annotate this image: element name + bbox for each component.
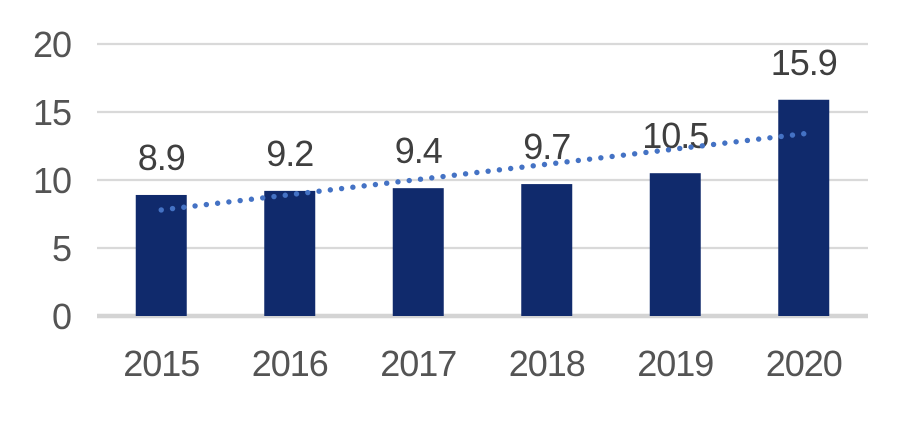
y-axis-tick-label: 5: [52, 228, 71, 269]
trendline-dot: [474, 169, 480, 176]
bar-value-label: 10.5: [642, 115, 708, 156]
trendline-dot: [192, 203, 198, 209]
trendline-dot: [609, 153, 615, 160]
trendline-dot: [530, 163, 536, 169]
y-axis-tick-label: 0: [52, 296, 71, 337]
trendline-dot: [507, 165, 514, 172]
bar-value-label: 9.2: [266, 133, 313, 174]
x-axis-tick-label: 2019: [637, 343, 713, 384]
trendline-dot: [203, 201, 210, 208]
bar: [521, 184, 573, 316]
trendline-dot: [417, 176, 424, 182]
trendline-dot: [259, 195, 266, 201]
bar: [135, 194, 187, 316]
trendline-dot: [226, 199, 232, 205]
trendline-dot: [801, 131, 807, 137]
trendline-dot: [372, 181, 379, 188]
x-axis-tick-label: 2015: [123, 343, 199, 384]
trendline-dot: [248, 196, 255, 202]
bar-value-label: 9.7: [523, 126, 570, 167]
trendline-dot: [519, 164, 525, 170]
trendline-dot: [327, 187, 334, 193]
trendline-dot: [395, 179, 401, 185]
bar: [264, 190, 316, 316]
trendline-dot: [237, 197, 243, 204]
x-axis-tick-label: 2020: [766, 343, 842, 384]
x-axis-tick-label: 2016: [252, 343, 328, 384]
trendline-dot: [214, 200, 221, 206]
bar-value-label: 9.4: [395, 130, 442, 171]
trendline-dot: [643, 149, 649, 156]
trendline-dot: [451, 172, 458, 178]
trendline-dot: [169, 205, 176, 212]
trendline-dot: [767, 135, 773, 141]
trendline-dot: [688, 144, 694, 150]
trendline-dot: [181, 204, 187, 210]
trendline-dot: [485, 168, 491, 174]
trendline-dot: [598, 155, 604, 161]
trendline-dot: [744, 137, 751, 144]
trendline-dot: [541, 161, 548, 168]
trendline-dot: [553, 160, 559, 166]
trendline-dot: [789, 132, 796, 138]
trendline-dot: [158, 207, 164, 213]
trendline-dot: [282, 192, 288, 198]
trendline-dot: [733, 139, 739, 145]
trendline-dot: [293, 191, 300, 197]
trendline-dot: [654, 148, 660, 154]
x-axis-tick-label: 2018: [509, 343, 585, 384]
bar: [392, 188, 444, 316]
x-axis-tick-label: 2017: [380, 343, 456, 384]
trendline-dot: [462, 171, 469, 177]
trendline-dot: [620, 152, 627, 158]
trendline-dot: [677, 145, 683, 152]
trendline-dot: [496, 167, 503, 173]
trendline-dot: [338, 185, 345, 192]
y-axis-tick-label: 10: [33, 160, 71, 201]
y-axis-tick-label: 15: [33, 92, 71, 133]
trendline-dot: [575, 157, 582, 164]
trendline-dot: [316, 188, 322, 194]
trendline-dot: [586, 156, 593, 162]
bar-value-label: 8.9: [138, 137, 185, 178]
trendline-dot: [722, 140, 728, 146]
trendline-dot: [564, 159, 570, 165]
trendline-dot: [440, 173, 446, 180]
trendline-dot: [271, 193, 277, 200]
trendline-dot: [699, 143, 706, 149]
trendline-dot: [350, 184, 356, 190]
bar: [649, 173, 701, 316]
trendline-dot: [778, 133, 784, 140]
y-axis-tick-label: 20: [33, 24, 71, 65]
trendline-dot: [361, 183, 367, 189]
trendline-dot: [710, 141, 717, 148]
trendline-dot: [383, 180, 390, 186]
trendline-dot: [305, 189, 311, 196]
trendline-dot: [631, 151, 638, 157]
trendline-dot: [665, 147, 672, 153]
trendline-dot: [755, 136, 762, 142]
trendline-dot: [406, 177, 412, 184]
bar-value-label: 15.9: [771, 42, 837, 83]
trendline-dot: [429, 175, 435, 181]
